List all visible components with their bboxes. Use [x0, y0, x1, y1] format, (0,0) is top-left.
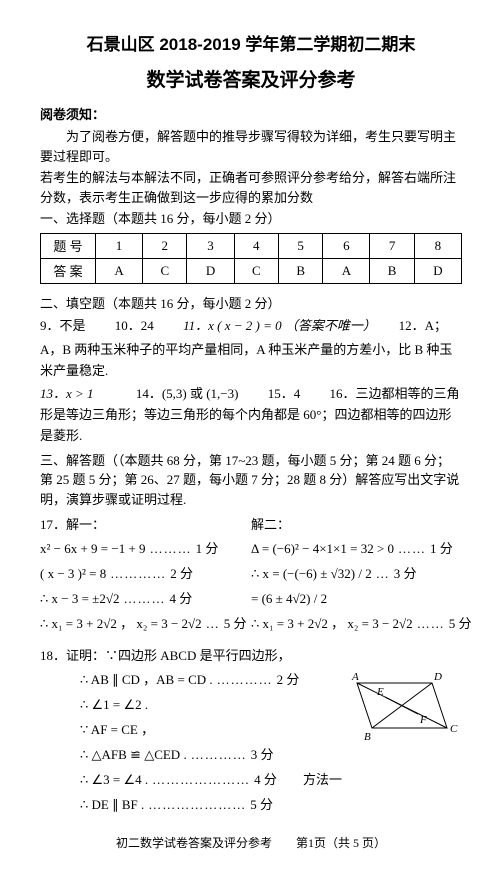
table-row: 答 案 A C D C B A B D — [41, 258, 462, 283]
q17-r1: ∴ x = (−(−6) ± √32) / 2 — [251, 563, 372, 585]
q17-label: 17．解一： — [40, 515, 251, 535]
q17-left: 17．解一： x² − 6x + 9 = −1 + 9………1 分 ( x − … — [40, 513, 251, 638]
diagram-F: F — [419, 714, 427, 726]
table-cell: B — [370, 258, 414, 283]
answer-table: 题 号 1 2 3 4 5 6 7 8 答 案 A C D C B A B D — [40, 233, 462, 284]
header-line1: 石景山区 2018-2019 学年第二学期初二期末 — [40, 30, 462, 55]
q18-2: ∵ AF = CE ， — [80, 719, 154, 741]
section1-title: 一、选择题（本题共 16 分，每小题 2 分） — [40, 209, 462, 229]
fill-line2: 13．x > 1 14．(5,3) 或 (1,−3) 15．4 16．三边都相等… — [40, 384, 462, 446]
q18-0: ∴ AB ∥ CD ，AB = CD . — [80, 669, 213, 691]
pts: 5 分 — [449, 613, 472, 635]
table-cell: D — [414, 258, 461, 283]
dots: …… — [398, 538, 426, 560]
table-cell: 2 — [143, 233, 187, 258]
q18-3: ∴ △AFB ≌ △CED . — [80, 744, 187, 766]
page-footer: 初二数学试卷答案及评分参考 第1页（共 5 页） — [40, 834, 462, 851]
q18-1: ∴ ∠1 = ∠2 . — [80, 694, 148, 716]
fill-line: 9．不是 10．24 11．x ( x − 2 ) = 0 （答案不唯一） 12… — [40, 316, 462, 337]
section2-title: 二、填空题（本题共 16 分，每小题 2 分） — [40, 294, 462, 314]
table-cell: D — [187, 258, 234, 283]
q17-label2: 解二： — [251, 515, 462, 535]
dots: ………… — [217, 669, 273, 691]
method-label: 方法一 — [303, 769, 342, 791]
q17-r2: = (6 ± 4√2) / 2 — [251, 588, 327, 610]
table-cell: A — [96, 258, 143, 283]
q17-l1: ( x − 3 )² = 8 — [40, 563, 106, 585]
header-line2: 数学试卷答案及评分参考 — [40, 65, 462, 92]
table-cell: 8 — [414, 233, 461, 258]
table-cell: 5 — [278, 233, 322, 258]
diagram-C: C — [450, 723, 458, 735]
pts: 4 分 — [254, 769, 277, 791]
notice-title: 阅卷须知： — [40, 104, 462, 123]
table-cell: 答 案 — [41, 258, 96, 283]
page: 石景山区 2018-2019 学年第二学期初二期末 数学试卷答案及评分参考 阅卷… — [0, 0, 502, 871]
q18-label: 18．证明：∵四边形 ABCD 是平行四边形， — [40, 646, 462, 666]
table-cell: C — [234, 258, 278, 283]
dots: ……… — [123, 588, 165, 610]
dots: ……… — [150, 538, 192, 560]
table-cell: B — [278, 258, 322, 283]
dots: ………… — [110, 563, 166, 585]
table-row: 题 号 1 2 3 4 5 6 7 8 — [41, 233, 462, 258]
q9: 9．不是 — [40, 318, 86, 333]
q18-5: ∴ DE ∥ BF . — [80, 794, 144, 816]
q17-row: 17．解一： x² − 6x + 9 = −1 + 9………1 分 ( x − … — [40, 513, 462, 638]
table-cell: 6 — [323, 233, 370, 258]
q10: 10．24 — [115, 318, 154, 333]
q17-l2: ∴ x − 3 = ±2√2 — [40, 588, 119, 610]
table-cell: 1 — [96, 233, 143, 258]
diagram-E: E — [376, 686, 384, 698]
dots: … — [206, 613, 220, 635]
pts: 1 分 — [430, 538, 453, 560]
pts: 2 分 — [277, 669, 300, 691]
q17-r3: ∴ x₁ = 3 + 2√2 ， x₂ = 3 − 2√2 — [251, 613, 413, 635]
table-cell: 7 — [370, 233, 414, 258]
diagram-D: D — [433, 671, 442, 683]
q13: 13．x > 1 — [40, 386, 94, 401]
table-cell: 题 号 — [41, 233, 96, 258]
dots: ………………… — [152, 769, 250, 791]
q18-4: ∴ ∠3 = ∠4 . — [80, 769, 148, 791]
dots: ………………… — [148, 794, 246, 816]
pts: 3 分 — [251, 744, 274, 766]
q15: 15．4 — [268, 386, 301, 401]
q14: 14．(5,3) 或 (1,−3) — [136, 386, 239, 401]
dots: …… — [417, 613, 445, 635]
pts: 1 分 — [196, 538, 219, 560]
q11: 11．x ( x − 2 ) = 0 （答案不唯一） — [183, 318, 369, 333]
diagram-B: B — [364, 731, 371, 743]
pts: 5 分 — [250, 794, 273, 816]
table-cell: 4 — [234, 233, 278, 258]
pts: 4 分 — [169, 588, 192, 610]
dots: ………… — [191, 744, 247, 766]
diagram-A: A — [351, 671, 359, 683]
q18: 18．证明：∵四边形 ABCD 是平行四边形， A D C B E F ∴ AB… — [40, 646, 462, 816]
table-cell: A — [323, 258, 370, 283]
notice-p1: 为了阅卷方便，解答题中的推导步骤写得较为详细，考生只要写明主要过程即可。 — [40, 127, 462, 166]
q17-l0: x² − 6x + 9 = −1 + 9 — [40, 538, 146, 560]
q17-r0: Δ = (−6)² − 4×1×1 = 32 > 0 — [251, 538, 394, 560]
pts: 2 分 — [170, 563, 193, 585]
table-cell: 3 — [187, 233, 234, 258]
pts: 3 分 — [394, 563, 417, 585]
q17-right: 解二： Δ = (−6)² − 4×1×1 = 32 > 0……1 分 ∴ x … — [251, 513, 462, 638]
q12b: A，B 两种玉米种子的平均产量相同，A 种玉米产量的方差小，比 B 种玉米产量稳… — [40, 340, 462, 382]
table-cell: C — [143, 258, 187, 283]
dots: … — [376, 563, 390, 585]
q12: 12．A； — [399, 318, 447, 333]
notice-p2: 若考生的解法与本解法不同，正确者可参照评分参考给分，解答右端所注分数，表示考生正… — [40, 168, 462, 207]
pts: 5 分 — [224, 613, 247, 635]
section3-title: 三、解答题（（本题共 68 分，第 17~23 题，每小题 5 分；第 24 题… — [40, 451, 462, 510]
q17-l3: ∴ x₁ = 3 + 2√2 ， x₂ = 3 − 2√2 — [40, 613, 202, 635]
q16: 16．三边都相等的三角形是等边三角形；等边三角形的每个内角都是 60°；四边都相… — [40, 386, 460, 443]
